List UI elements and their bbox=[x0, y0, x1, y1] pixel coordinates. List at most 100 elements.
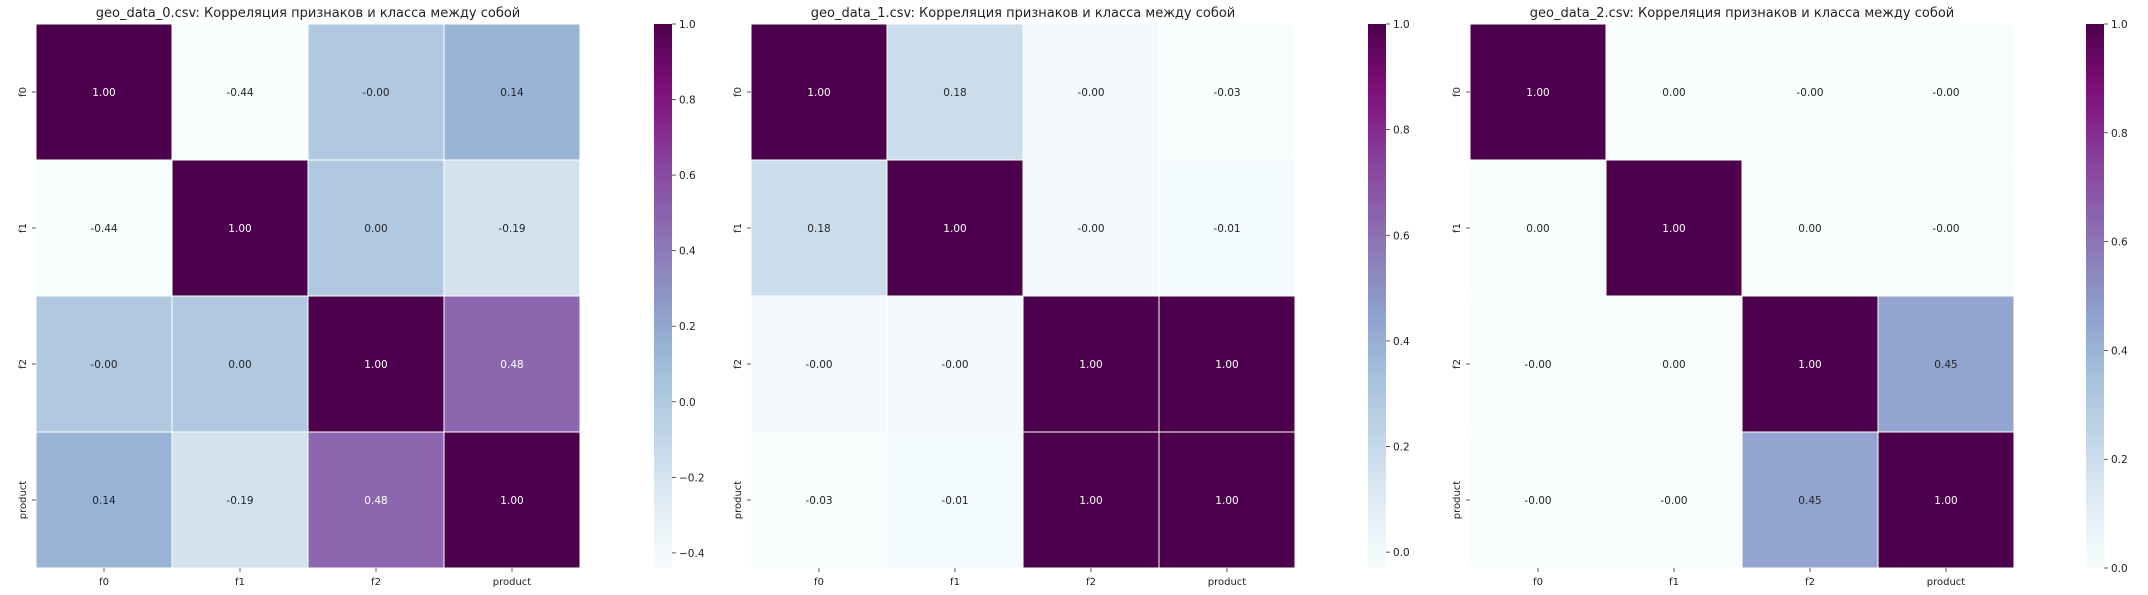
heatmap-cell-f1-f0 bbox=[1469, 159, 1607, 297]
heatmap-cell-f0-product bbox=[1877, 23, 2015, 161]
colorbar-tick-label: −0.2 bbox=[679, 472, 705, 484]
x-tick-label: product bbox=[493, 577, 532, 588]
colorbar-tick-label: 0.8 bbox=[2111, 128, 2128, 140]
y-tick-label: product bbox=[18, 481, 29, 520]
colorbar-tick-label: 0.0 bbox=[679, 397, 696, 409]
cell-value-label: 1.00 bbox=[1798, 359, 1821, 371]
heatmap-cell-f1-f2 bbox=[1022, 159, 1160, 297]
x-tick-label: f0 bbox=[814, 577, 824, 588]
heatmap-cell-f0-f0 bbox=[1469, 23, 1607, 161]
y-tick-label: f2 bbox=[1452, 359, 1463, 369]
y-tick-label: f0 bbox=[1452, 87, 1463, 97]
cell-value-label: -0.00 bbox=[805, 359, 832, 371]
heatmap-cell-f1-f1 bbox=[171, 159, 309, 297]
heatmap-cell-product-product bbox=[1158, 431, 1296, 569]
cell-value-label: -0.00 bbox=[1932, 87, 1959, 99]
heatmap-cell-f0-f1 bbox=[171, 23, 309, 161]
colorbar bbox=[1368, 24, 1386, 568]
heatmap-cell-f1-f2 bbox=[1741, 159, 1879, 297]
colorbar-tick-label: 0.2 bbox=[679, 321, 696, 333]
cell-value-label: -0.00 bbox=[1524, 495, 1551, 507]
heatmap-cell-product-f1 bbox=[171, 431, 309, 569]
cell-value-label: -0.00 bbox=[1660, 495, 1687, 507]
cell-value-label: 0.14 bbox=[92, 495, 116, 507]
cell-value-label: 0.45 bbox=[1934, 359, 1957, 371]
colorbar-tick-label: 0.0 bbox=[1393, 547, 1410, 559]
cell-value-label: -0.00 bbox=[1932, 223, 1959, 235]
cell-value-label: -0.44 bbox=[226, 87, 253, 99]
colorbar-tick-label: 1.0 bbox=[1393, 19, 1410, 31]
cell-value-label: 0.00 bbox=[1798, 223, 1821, 235]
cell-value-label: 1.00 bbox=[1662, 223, 1685, 235]
heatmap-cell-f1-product bbox=[443, 159, 581, 297]
cell-value-label: -0.00 bbox=[941, 359, 968, 371]
heatmap-cell-product-f2 bbox=[1741, 431, 1879, 569]
x-tick-label: f1 bbox=[235, 577, 245, 588]
colorbar bbox=[2086, 24, 2104, 568]
cell-value-label: 0.00 bbox=[228, 359, 251, 371]
cell-value-label: -0.00 bbox=[1524, 359, 1551, 371]
colorbar-tick-label: 0.0 bbox=[2111, 563, 2128, 575]
heatmap-panel-2: geo_data_2.csv: Корреляция признаков и к… bbox=[1452, 6, 2128, 588]
cell-value-label: 1.00 bbox=[228, 223, 251, 235]
colorbar-tick-label: 0.6 bbox=[1393, 230, 1410, 242]
cell-value-label: -0.01 bbox=[1213, 223, 1240, 235]
heatmap-cell-f2-f2 bbox=[1022, 295, 1160, 433]
chart-title: geo_data_2.csv: Корреляция признаков и к… bbox=[1530, 6, 1955, 21]
cell-value-label: 1.00 bbox=[1079, 495, 1102, 507]
y-tick-label: f1 bbox=[18, 223, 29, 233]
heatmap-cell-f1-f1 bbox=[1605, 159, 1743, 297]
cell-value-label: 0.14 bbox=[500, 87, 524, 99]
heatmap-cell-f2-f1 bbox=[1605, 295, 1743, 433]
heatmap-cell-product-f2 bbox=[307, 431, 445, 569]
x-tick-label: f0 bbox=[99, 577, 109, 588]
x-tick-label: f1 bbox=[950, 577, 960, 588]
cell-value-label: 1.00 bbox=[500, 495, 523, 507]
cell-value-label: 1.00 bbox=[1215, 359, 1238, 371]
chart-title: geo_data_1.csv: Корреляция признаков и к… bbox=[811, 6, 1236, 21]
heatmap-cell-f2-f1 bbox=[886, 295, 1024, 433]
cell-value-label: 0.48 bbox=[500, 359, 523, 371]
heatmap-cell-f2-product bbox=[443, 295, 581, 433]
cell-value-label: -0.03 bbox=[805, 495, 832, 507]
cell-value-label: -0.00 bbox=[1077, 87, 1104, 99]
heatmap-cell-f0-f1 bbox=[1605, 23, 1743, 161]
cell-value-label: 0.18 bbox=[943, 87, 966, 99]
x-tick-label: f0 bbox=[1533, 577, 1543, 588]
heatmap-cell-f2-f2 bbox=[1741, 295, 1879, 433]
x-tick-label: f1 bbox=[1669, 577, 1679, 588]
heatmap-cell-product-f0 bbox=[35, 431, 173, 569]
y-tick-label: product bbox=[733, 481, 744, 520]
heatmap-panel-1: geo_data_1.csv: Корреляция признаков и к… bbox=[733, 6, 1410, 588]
cell-value-label: 1.00 bbox=[1215, 495, 1238, 507]
cell-value-label: 1.00 bbox=[364, 359, 387, 371]
heatmap-panel-0: geo_data_0.csv: Корреляция признаков и к… bbox=[18, 6, 705, 588]
cell-value-label: 0.00 bbox=[364, 223, 387, 235]
colorbar-tick-label: 1.0 bbox=[2111, 19, 2128, 31]
heatmap-cell-f0-product bbox=[443, 23, 581, 161]
heatmap-cell-f2-f0 bbox=[1469, 295, 1607, 433]
y-tick-label: f1 bbox=[1452, 223, 1463, 233]
cell-value-label: -0.00 bbox=[362, 87, 389, 99]
heatmap-cell-f0-f2 bbox=[307, 23, 445, 161]
heatmap-cell-f1-product bbox=[1877, 159, 2015, 297]
y-tick-label: f0 bbox=[733, 87, 744, 97]
cell-value-label: -0.00 bbox=[1077, 223, 1104, 235]
heatmap-cell-product-f2 bbox=[1022, 431, 1160, 569]
heatmap-cell-f1-f1 bbox=[886, 159, 1024, 297]
colorbar-tick-label: 0.4 bbox=[2111, 345, 2128, 357]
cell-value-label: 0.45 bbox=[1798, 495, 1821, 507]
heatmap-cell-f0-f0 bbox=[750, 23, 888, 161]
cell-value-label: -0.00 bbox=[90, 359, 117, 371]
heatmap-cell-f1-f0 bbox=[750, 159, 888, 297]
y-tick-label: f2 bbox=[18, 359, 29, 369]
heatmap-cell-f2-f1 bbox=[171, 295, 309, 433]
colorbar-tick-label: 0.4 bbox=[1393, 336, 1410, 348]
heatmap-cell-f0-f2 bbox=[1741, 23, 1879, 161]
heatmap-cell-f0-product bbox=[1158, 23, 1296, 161]
heatmap-cell-product-f1 bbox=[886, 431, 1024, 569]
x-tick-label: product bbox=[1208, 577, 1247, 588]
cell-value-label: -0.01 bbox=[941, 495, 968, 507]
heatmap-cell-product-f1 bbox=[1605, 431, 1743, 569]
